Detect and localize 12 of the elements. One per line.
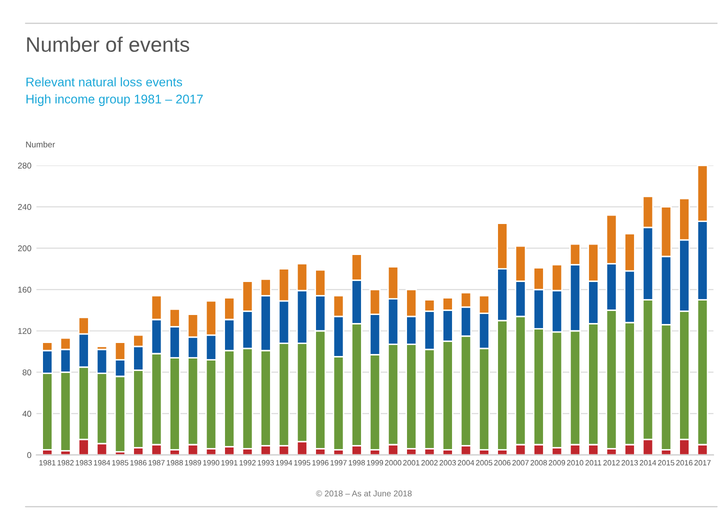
y-tick-label: 80	[22, 369, 32, 376]
y-tick-label: 200	[18, 245, 32, 252]
chart-title: Number of events	[27, 36, 190, 52]
text: © 2018 – As at June 2018	[316, 490, 412, 496]
y-tick-label: 160	[18, 286, 32, 293]
chart-subtitle: Relevant natural loss events High income group 1981 – 2017	[26, 77, 203, 106]
y-tick-label: 280	[18, 162, 32, 169]
y-tick-label: 240	[18, 204, 32, 210]
y-tick-label: 120	[18, 328, 32, 334]
y-tick-label: 0	[27, 452, 32, 458]
y-axis-title: Number	[26, 141, 55, 148]
y-tick-label: 40	[22, 410, 32, 417]
